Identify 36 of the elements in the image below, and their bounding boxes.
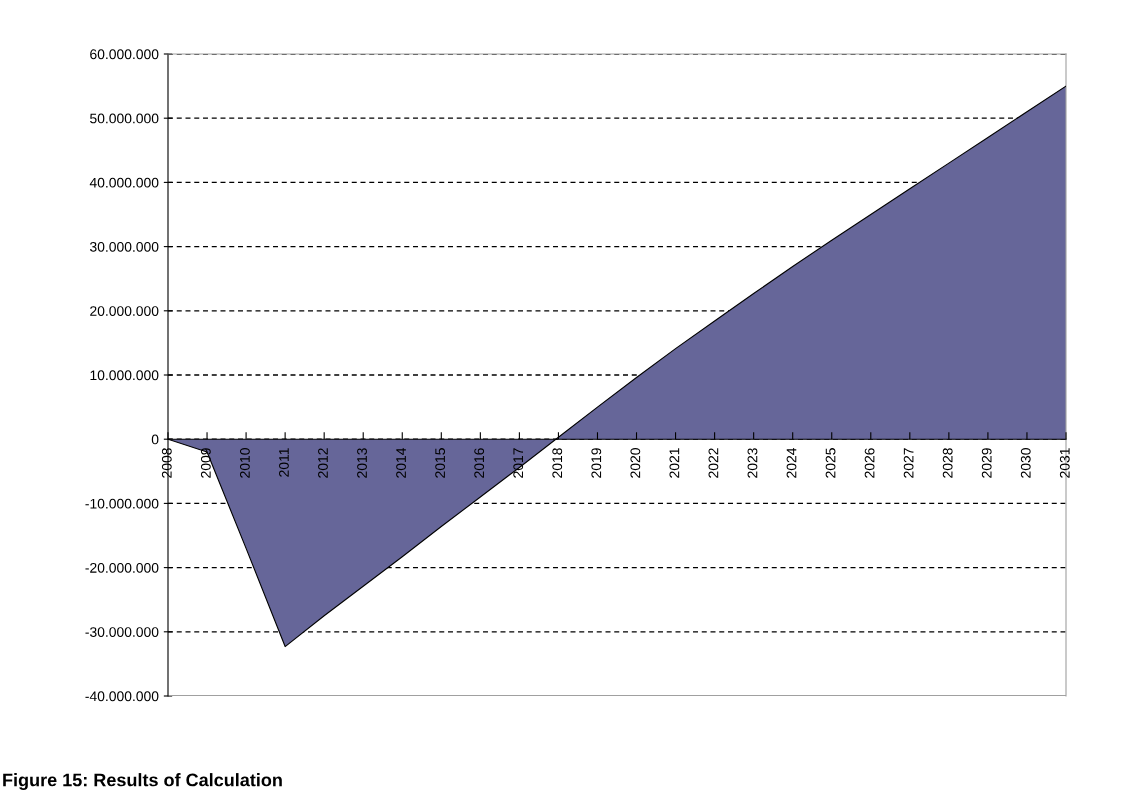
y-tick-label: 10.000.000	[90, 370, 159, 381]
x-tick-label: 2022	[708, 448, 719, 478]
y-tick-label: -20.000.000	[85, 562, 159, 573]
x-tick-label: 2016	[474, 448, 485, 478]
y-tick-label: -40.000.000	[85, 691, 159, 702]
y-tick-label: 0	[151, 434, 159, 445]
text: Figure 15: Results of Calculation	[3, 773, 282, 790]
x-tick-label: 2012	[318, 448, 328, 478]
x-tick-label: 2026	[864, 448, 875, 478]
x-tick-label: 2028	[942, 448, 953, 478]
x-tick-label: 2030	[1020, 448, 1031, 478]
x-tick-label: 2009	[200, 448, 211, 478]
y-tick-label: 30.000.000	[90, 241, 159, 252]
y-tick-label: 50.000.000	[90, 113, 159, 124]
x-tick-label: 2018	[552, 448, 563, 478]
x-tick-label: 2027	[903, 448, 914, 478]
x-tick-label: 2023	[747, 448, 758, 478]
x-tick-label: 2019	[591, 448, 602, 478]
y-tick-label: -30.000.000	[85, 627, 159, 637]
x-tick-label: 2010	[239, 448, 250, 478]
y-tick-label: 40.000.000	[89, 177, 159, 188]
x-tick-label: 2011	[279, 448, 289, 477]
x-tick-label: 2015	[435, 448, 446, 478]
x-tick-label: 2008	[161, 448, 172, 478]
x-tick-label: 2031	[1059, 448, 1070, 478]
x-tick-label: 2014	[396, 447, 406, 478]
x-tick-label: 2025	[825, 448, 836, 478]
y-tick-label: 60.000.000	[90, 49, 159, 60]
x-tick-label: 2029	[981, 448, 992, 478]
x-tick-label: 2024	[786, 447, 797, 478]
x-tick-label: 2020	[630, 448, 641, 478]
y-tick-label: 20.000.000	[90, 306, 159, 316]
x-tick-label: 2013	[357, 448, 367, 478]
x-tick-label: 2021	[669, 448, 680, 478]
y-tick-label: -10.000.000	[85, 498, 159, 509]
x-tick-label: 2017	[513, 448, 524, 478]
